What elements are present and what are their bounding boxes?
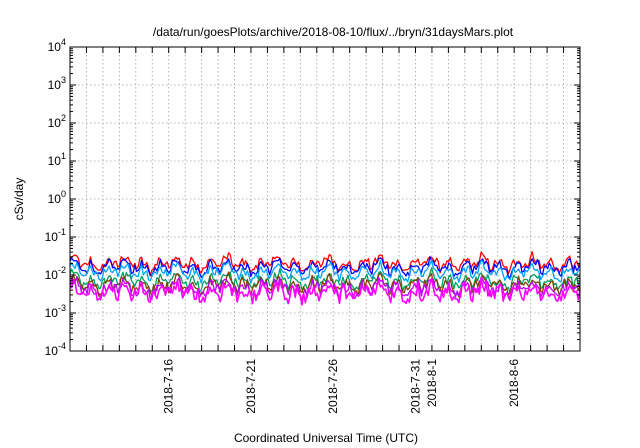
series-line	[69, 267, 581, 294]
y-tick-base: 10	[45, 230, 59, 244]
series-line	[69, 271, 581, 298]
y-tick-exponent: -4	[58, 341, 66, 351]
y-tick-base: 10	[45, 306, 59, 320]
y-tick-label: 104	[48, 37, 66, 54]
y-tick-label: 102	[48, 113, 66, 130]
y-tick-label: 10-1	[45, 227, 66, 244]
x-tick-label: 2018-8-1	[425, 359, 439, 407]
chart-title: /data/run/goesPlots/archive/2018-08-10/f…	[153, 25, 514, 39]
series-line	[69, 258, 581, 284]
y-axis-label: cSv/day	[12, 178, 26, 221]
y-tick-base: 10	[48, 154, 62, 168]
grid	[70, 47, 580, 351]
y-tick-base: 10	[48, 192, 62, 206]
series-line	[69, 251, 581, 277]
x-tick-label: 2018-7-31	[408, 359, 422, 414]
y-tick-exponent: 2	[61, 113, 66, 123]
y-tick-exponent: 4	[61, 37, 66, 47]
x-axis-label: Coordinated Universal Time (UTC)	[234, 431, 418, 445]
y-tick-base: 10	[48, 116, 62, 130]
y-tick-base: 10	[48, 40, 62, 54]
y-tick-base: 10	[45, 268, 59, 282]
series-layer	[69, 251, 581, 306]
y-tick-base: 10	[45, 344, 59, 358]
y-tick-label: 10-2	[45, 265, 66, 282]
x-tick-label: 2018-7-26	[326, 359, 340, 414]
y-tick-label: 100	[48, 189, 66, 206]
x-tick-label: 2018-8-6	[507, 359, 521, 407]
y-tick-label: 10-3	[45, 303, 66, 320]
y-tick-exponent: -3	[58, 303, 66, 313]
y-tick-label: 101	[48, 151, 66, 168]
x-axis: 2018-7-16 2018-7-21 2018-7-26 2018-7-31 2018…	[85, 47, 565, 414]
series-line	[69, 255, 581, 279]
y-tick-exponent: -2	[58, 265, 66, 275]
x-tick-label: 2018-7-16	[162, 359, 176, 414]
y-tick-exponent: 0	[61, 189, 66, 199]
series-line	[70, 277, 581, 306]
y-tick-exponent: -1	[58, 227, 66, 237]
y-tick-exponent: 1	[61, 151, 66, 161]
y-tick-label: 10-4	[45, 341, 66, 358]
x-tick-label: 2018-7-21	[244, 359, 258, 414]
y-tick-label: 103	[48, 75, 66, 92]
y-tick-base: 10	[48, 78, 62, 92]
y-tick-exponent: 3	[61, 75, 66, 85]
